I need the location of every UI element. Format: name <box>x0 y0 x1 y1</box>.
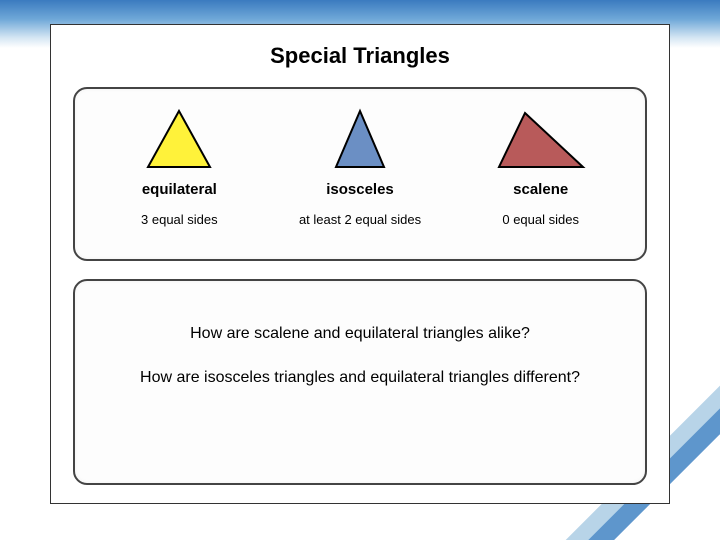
equilateral-label: equilateral <box>89 181 270 198</box>
scalene-shape <box>499 113 583 167</box>
equilateral-column: equilateral 3 equal sides <box>89 107 270 227</box>
scalene-desc: 0 equal sides <box>450 212 631 227</box>
isosceles-column: isosceles at least 2 equal sides <box>270 107 451 227</box>
triangles-row: equilateral 3 equal sides isosceles at l… <box>89 107 631 227</box>
isosceles-label: isosceles <box>270 181 451 198</box>
scalene-triangle-icon <box>495 107 587 171</box>
isosceles-shape <box>336 111 384 167</box>
equilateral-triangle-icon <box>144 107 214 171</box>
isosceles-desc: at least 2 equal sides <box>270 212 451 227</box>
questions-panel: How are scalene and equilateral triangle… <box>73 279 647 485</box>
scalene-column: scalene 0 equal sides <box>450 107 631 227</box>
page-title: Special Triangles <box>73 43 647 69</box>
isosceles-triangle-icon <box>322 107 398 171</box>
equilateral-desc: 3 equal sides <box>89 212 270 227</box>
scalene-label: scalene <box>450 181 631 198</box>
triangles-panel: equilateral 3 equal sides isosceles at l… <box>73 87 647 261</box>
question-2: How are isosceles triangles and equilate… <box>93 369 627 387</box>
main-card: Special Triangles equilateral 3 equal si… <box>50 24 670 504</box>
equilateral-shape <box>148 111 210 167</box>
question-1: How are scalene and equilateral triangle… <box>93 325 627 343</box>
